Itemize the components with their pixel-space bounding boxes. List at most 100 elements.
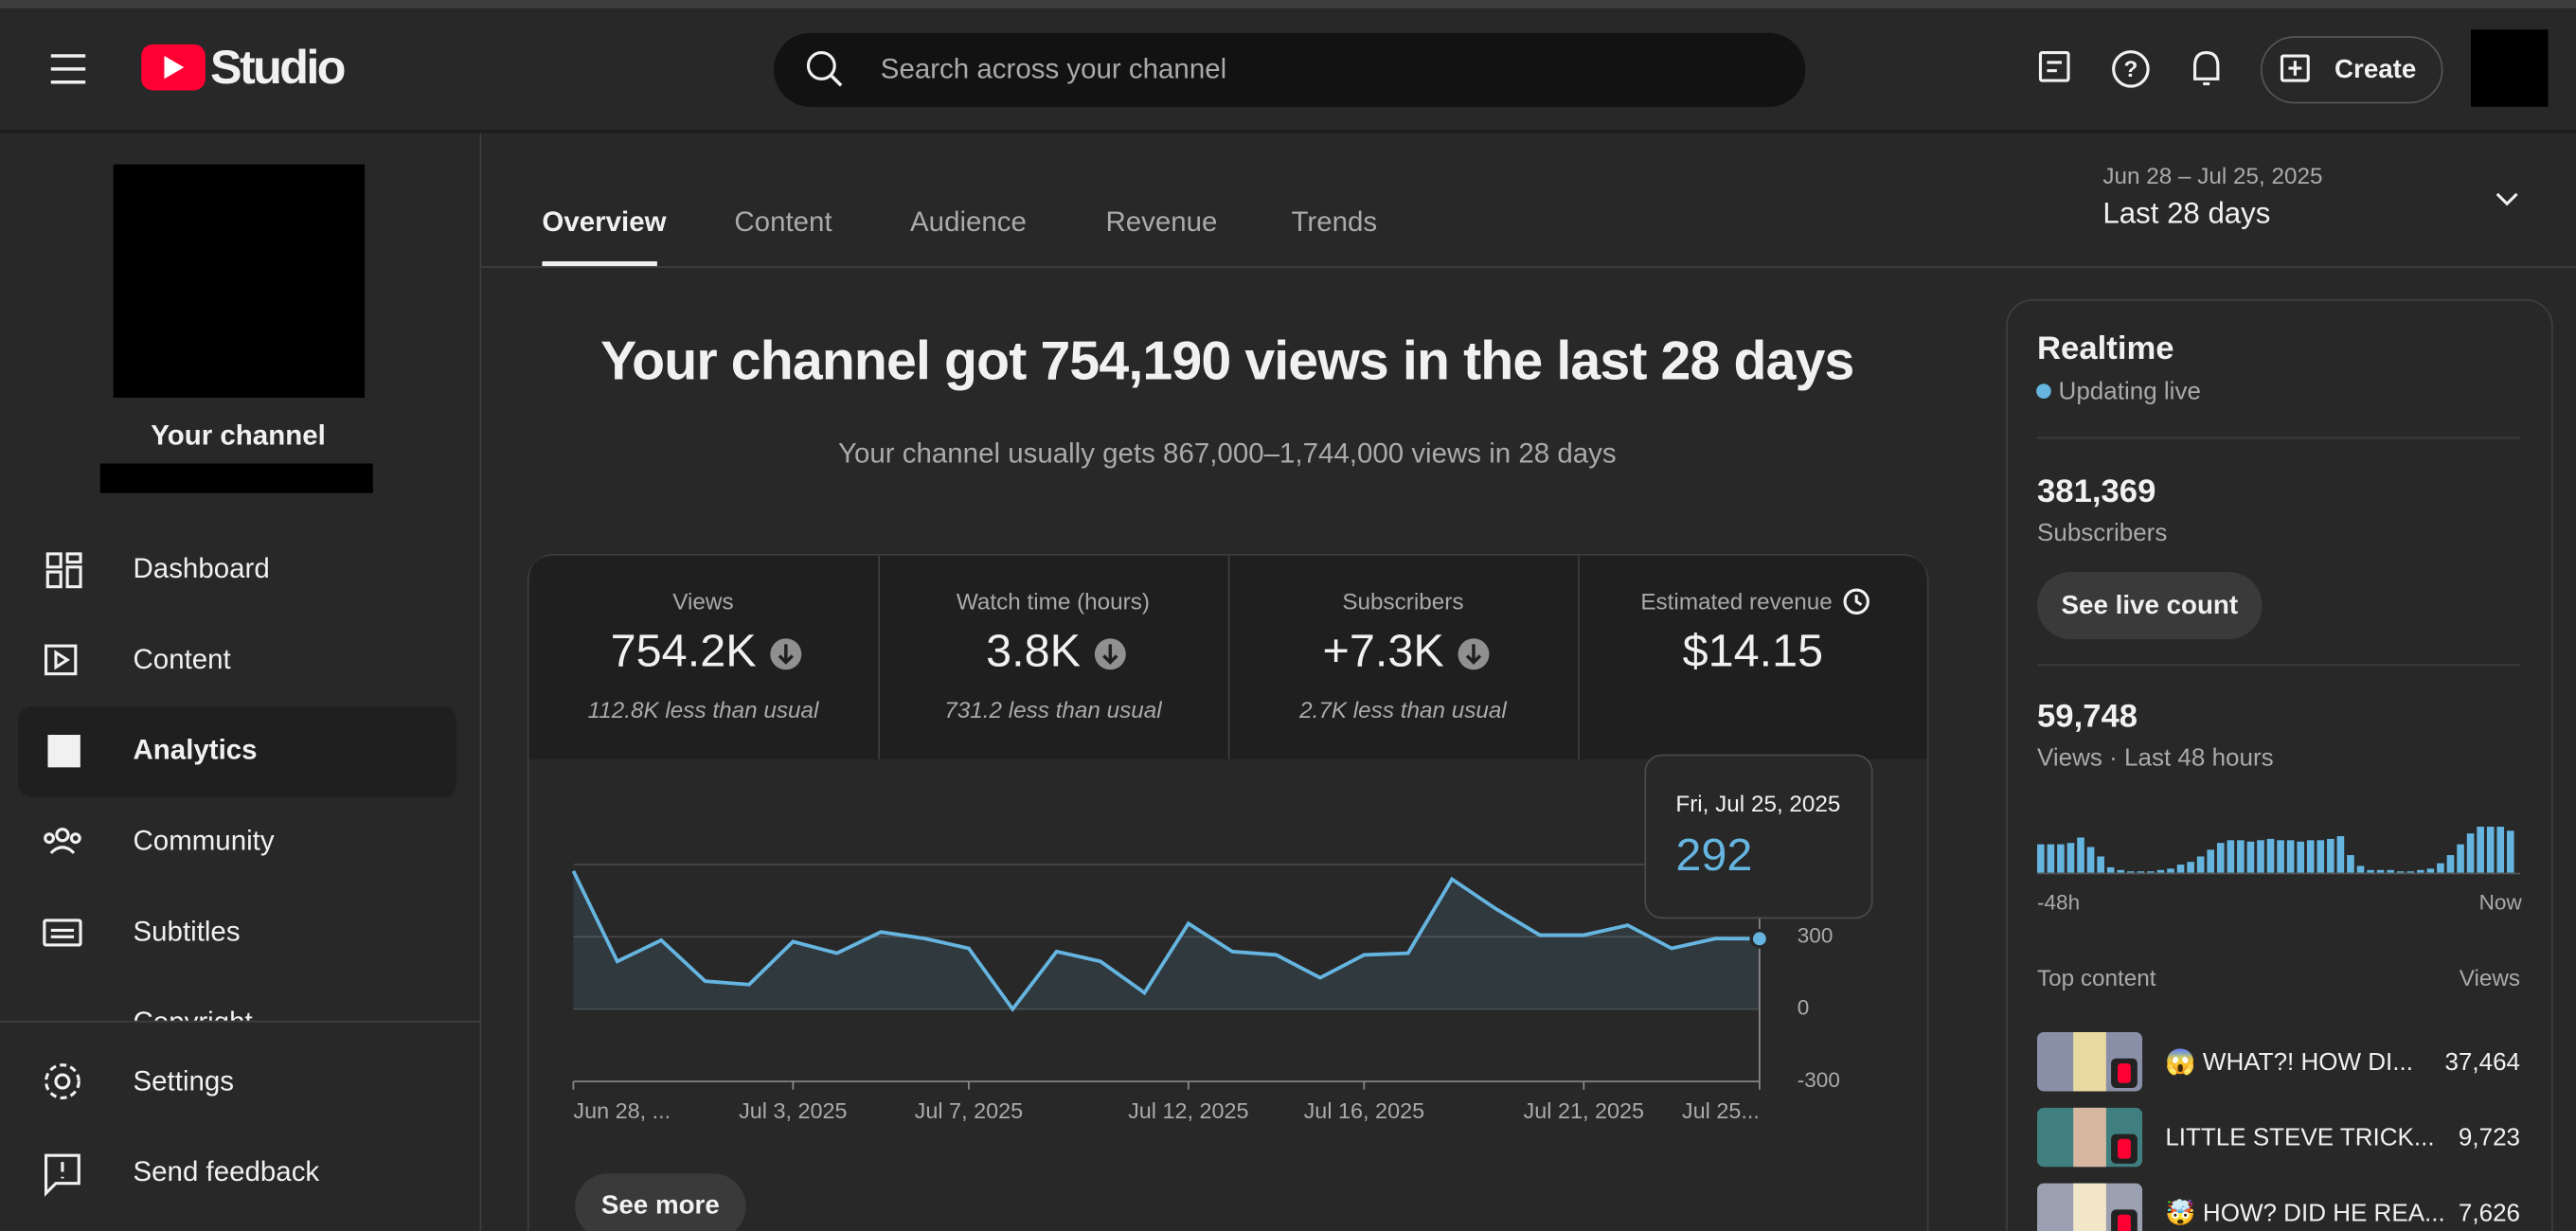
nav-icons: [43, 552, 82, 947]
realtime-bar: [2147, 871, 2155, 873]
realtime-bar: [2387, 869, 2394, 873]
metric-label[interactable]: Views: [672, 589, 733, 615]
nav-item[interactable]: Community: [134, 825, 275, 856]
date-range[interactable]: Jun 28 – Jul 25, 2025: [2102, 164, 2322, 189]
realtime-bar: [2216, 843, 2225, 873]
search-icon: [806, 50, 836, 80]
see-more-label[interactable]: See more: [601, 1189, 720, 1219]
top-content-title[interactable]: LITTLE STEVE TRICK...: [2165, 1123, 2434, 1151]
tooltip: Fri, Jul 25, 2025 292: [1644, 754, 1873, 919]
date-dropdown[interactable]: [2496, 192, 2518, 206]
x-tick-label: Jul 7, 2025: [915, 1098, 1023, 1123]
realtime-bar: [2446, 855, 2455, 873]
realtime-bar: [2047, 844, 2055, 873]
realtime-bar: [2437, 863, 2444, 873]
views-column: Views: [2460, 966, 2520, 991]
realtime-bar: [2077, 837, 2084, 873]
search-box[interactable]: [774, 32, 1806, 107]
realtime-bar: [2156, 869, 2165, 873]
search-icon-handle: [830, 74, 843, 87]
realtime-bar: [2496, 827, 2505, 873]
realtime-bar: [2187, 862, 2194, 873]
live-count-button[interactable]: [2037, 572, 2263, 640]
nav-item[interactable]: Dashboard: [134, 553, 270, 584]
window-edge: [0, 0, 2576, 9]
subscriber-count: 381,369: [2037, 473, 2156, 509]
see-more-button[interactable]: [575, 1173, 746, 1231]
realtime-bar: [2246, 841, 2255, 873]
tab[interactable]: Content: [734, 206, 832, 238]
top-content-title[interactable]: 🤯 HOW? DID HE REA...: [2165, 1199, 2444, 1227]
realtime-bar: [2457, 844, 2464, 873]
realtime-bar: [2037, 844, 2045, 873]
realtime-bar: [2227, 840, 2235, 873]
realtime-bar: [2376, 869, 2385, 873]
notifications-icon[interactable]: [2192, 50, 2220, 86]
realtime-bar: [2207, 849, 2215, 873]
create-button[interactable]: [2260, 36, 2443, 104]
create-label[interactable]: Create: [2334, 54, 2416, 83]
realtime-bar: [2277, 840, 2284, 873]
metric-label[interactable]: Watch time (hours): [957, 589, 1150, 615]
y-tick-label: 300: [1798, 923, 1834, 947]
feedback-link[interactable]: Send feedback: [134, 1156, 320, 1187]
date-preset[interactable]: Last 28 days: [2102, 197, 2270, 230]
realtime-bar: [2237, 840, 2245, 873]
y-tick-label: -300: [1798, 1068, 1840, 1092]
info-icon-hands: [1854, 595, 1863, 607]
tab[interactable]: Revenue: [1105, 206, 1217, 238]
rt-start: -48h: [2037, 891, 2080, 915]
metric-value: +7.3K: [1322, 626, 1443, 677]
channel-name[interactable]: Your channel: [151, 419, 326, 451]
realtime-bar: [2477, 827, 2484, 873]
thumbnail-art: [2073, 1183, 2106, 1231]
top-content-views: 37,464: [2444, 1047, 2520, 1076]
trend-arrow: [1102, 644, 1118, 665]
realtime-title: Realtime: [2037, 330, 2174, 366]
realtime-bar: [2057, 844, 2065, 873]
logo-text[interactable]: Studio: [210, 40, 347, 94]
nav-item[interactable]: Subtitles: [134, 916, 241, 947]
tab[interactable]: Overview: [542, 206, 666, 238]
account-avatar[interactable]: [2470, 29, 2549, 107]
realtime-bar: [2417, 869, 2424, 873]
realtime-bar: [2117, 869, 2125, 873]
search-placeholder[interactable]: Search across your channel: [881, 53, 1226, 84]
metric-note: 112.8K less than usual: [588, 698, 819, 723]
channel-avatar[interactable]: [113, 164, 366, 399]
views-label: Views · Last 48 hours: [2037, 743, 2274, 772]
point: [1749, 928, 1770, 949]
x-tick-label: Jul 12, 2025: [1128, 1098, 1249, 1123]
realtime-bar: [2317, 840, 2325, 873]
info-icon[interactable]: [1843, 588, 1869, 615]
tab[interactable]: Trends: [1291, 206, 1377, 238]
tab[interactable]: Audience: [910, 206, 1027, 238]
metric-label[interactable]: Estimated revenue: [1640, 589, 1832, 615]
nav-item[interactable]: Content: [134, 644, 231, 675]
menu-button[interactable]: [50, 54, 86, 84]
realtime-bar: [2466, 833, 2475, 873]
live-count-label[interactable]: See live count: [2062, 590, 2239, 619]
metric-label[interactable]: Subscribers: [1342, 589, 1463, 615]
trend-arrow: [778, 644, 794, 665]
feedback-icon[interactable]: [2038, 50, 2070, 82]
top-content-title[interactable]: 😱 WHAT?! HOW DI...: [2165, 1047, 2413, 1077]
shorts-icon: [2118, 1214, 2131, 1231]
x-tick-label: Jul 3, 2025: [739, 1098, 847, 1123]
thumbnail-art: [2073, 1107, 2106, 1168]
realtime-bar: [2167, 868, 2174, 873]
realtime-bar: [2286, 840, 2295, 873]
realtime-bar: [2066, 843, 2075, 873]
help-icon[interactable]: ?: [2112, 50, 2150, 88]
svg-text:?: ?: [2123, 57, 2138, 82]
realtime-bar: [2126, 871, 2135, 873]
settings-link[interactable]: Settings: [134, 1066, 235, 1097]
live-dot: [2036, 384, 2051, 399]
metric-value: 754.2K: [611, 626, 757, 677]
top-content-views: 9,723: [2459, 1123, 2520, 1151]
nav-item[interactable]: Analytics: [134, 735, 258, 766]
realtime-bar: [2306, 840, 2315, 873]
realtime-bar: [2396, 871, 2405, 873]
